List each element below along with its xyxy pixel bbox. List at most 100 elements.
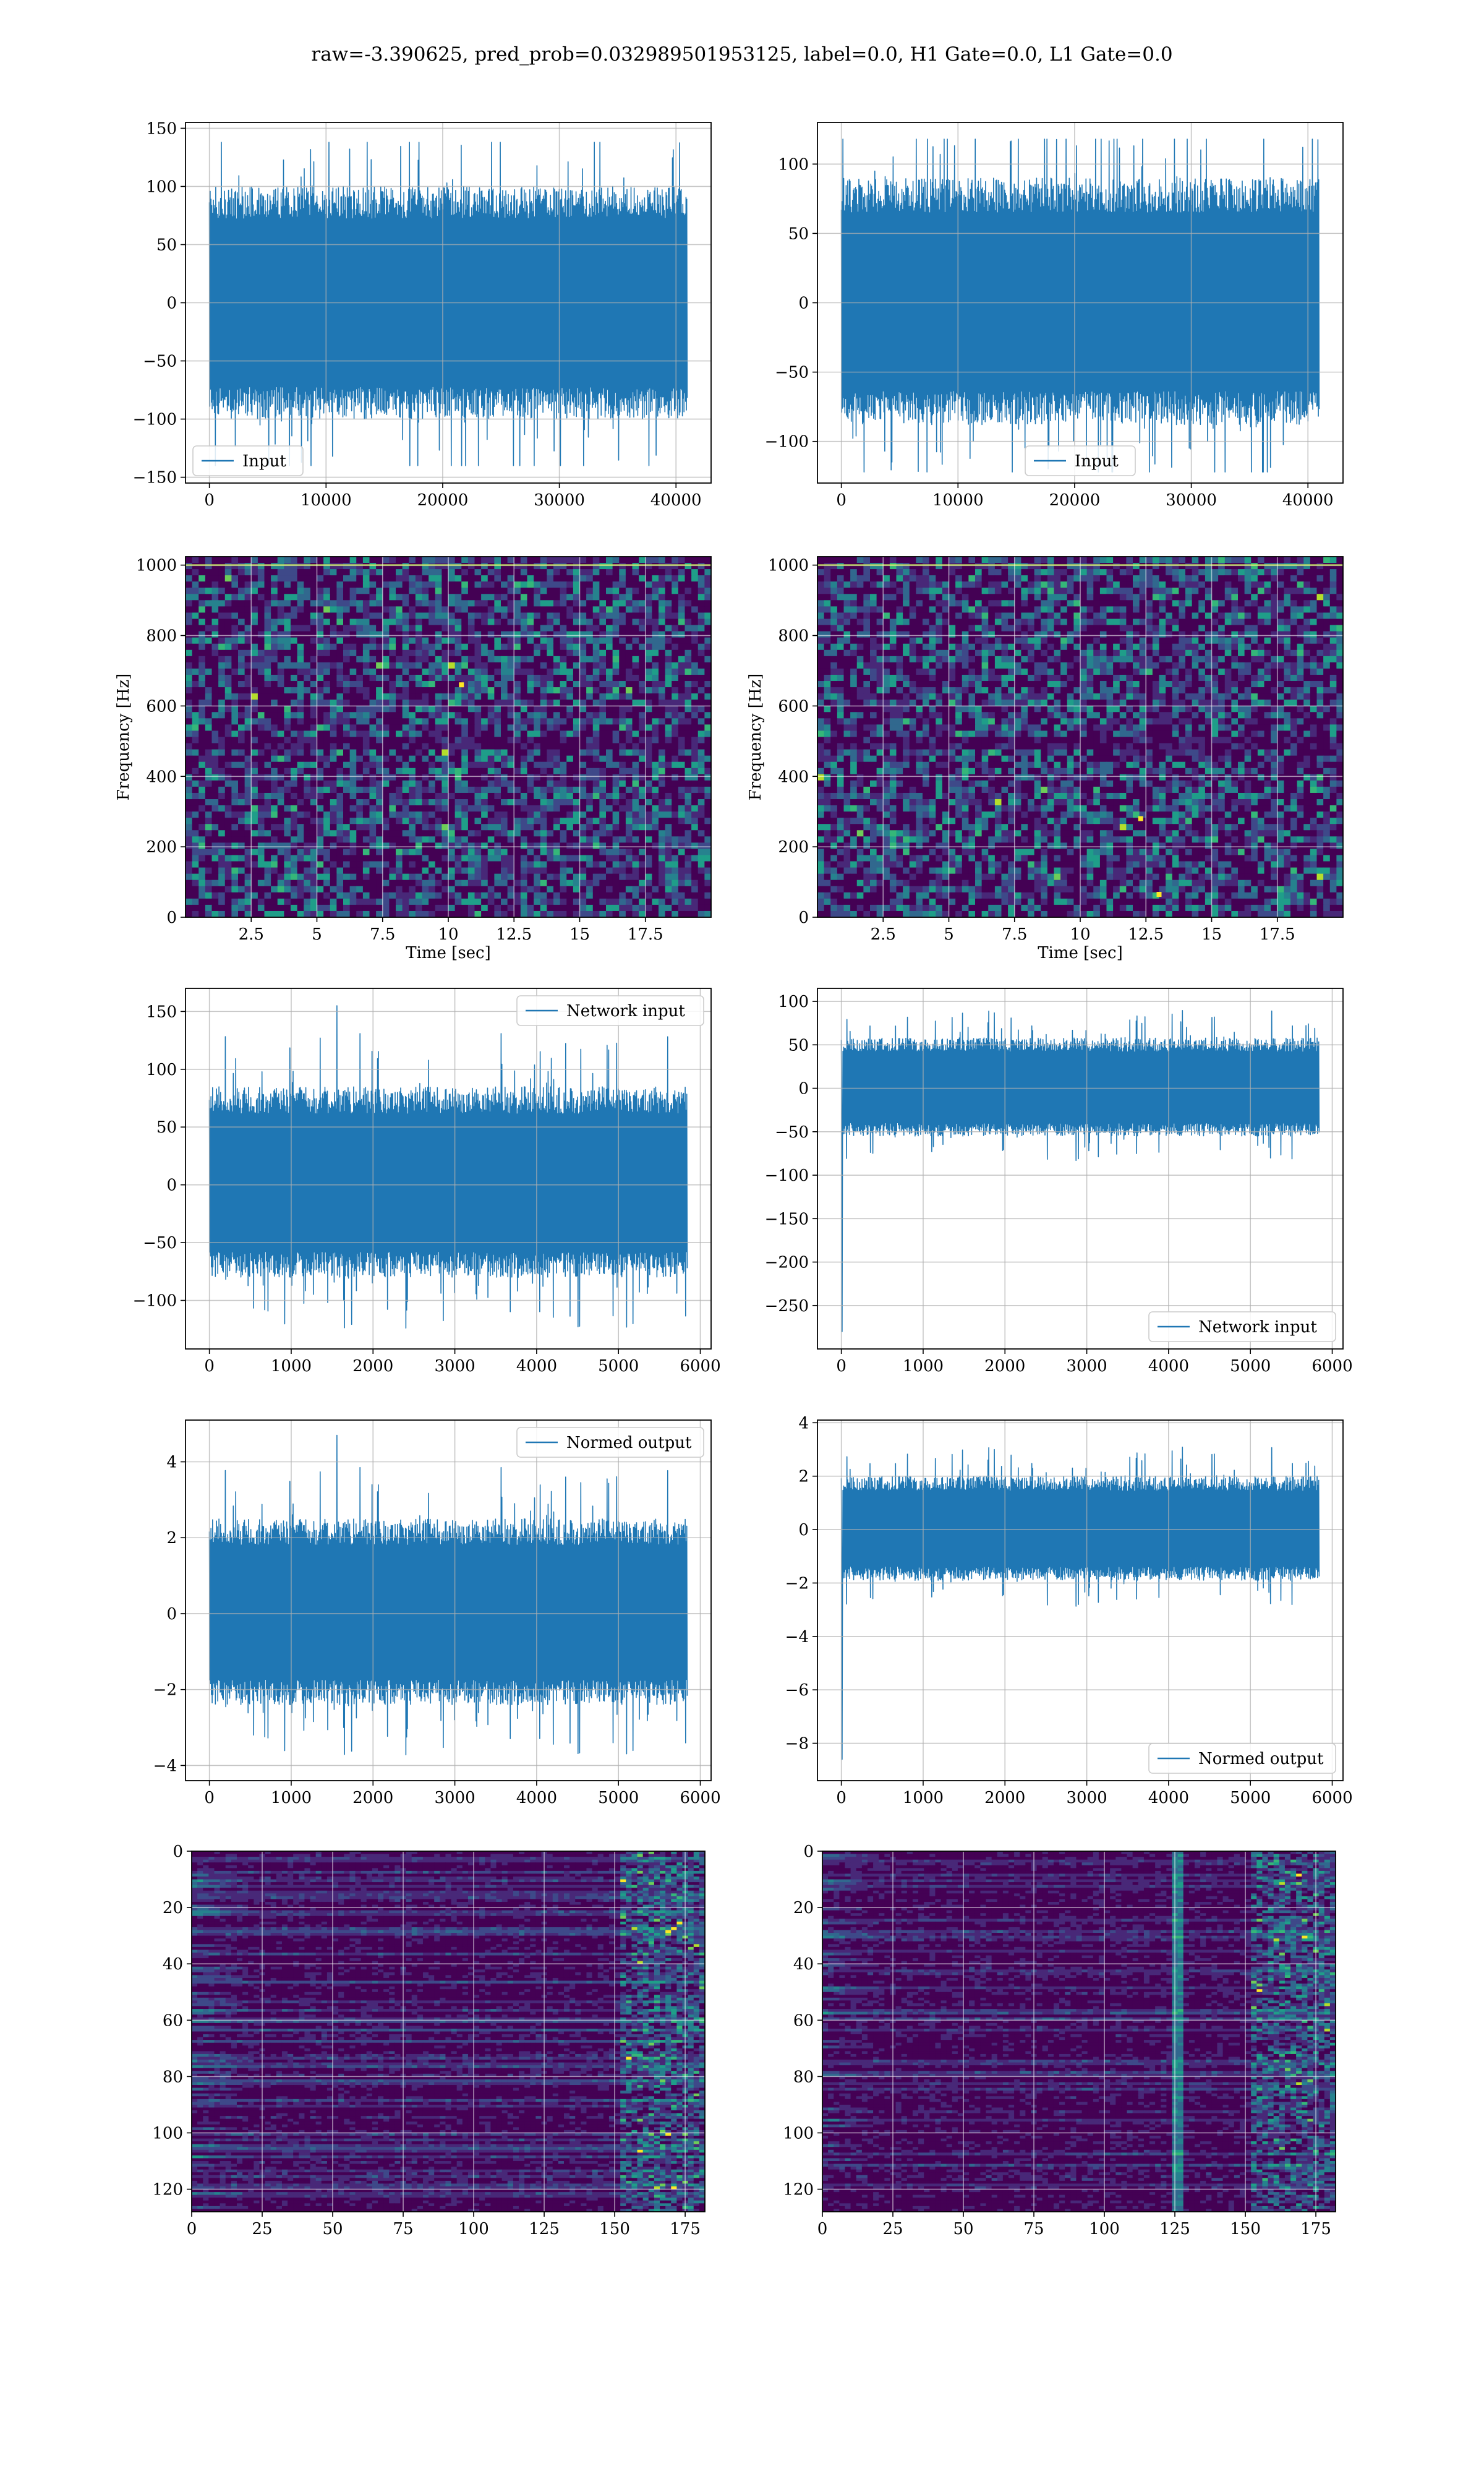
legend: Network input (1148, 1311, 1336, 1342)
x-tick-label: 125 (1159, 2220, 1190, 2238)
x-tick-label: 6000 (680, 1357, 720, 1376)
x-tick-label: 1000 (903, 1357, 944, 1376)
y-tick-label: −250 (765, 1297, 809, 1316)
axes-frame (185, 988, 712, 1350)
x-tick-label: 6000 (1311, 1789, 1352, 1807)
x-tick-label: 15 (1201, 925, 1222, 944)
y-tick-label: −50 (143, 353, 177, 371)
y-tick-label: 2 (166, 1529, 177, 1547)
y-tick-label: 200 (778, 838, 809, 857)
x-tick-label: 5000 (1230, 1357, 1271, 1376)
y-tick-label: 120 (783, 2181, 814, 2199)
x-tick-label: 0 (817, 2220, 828, 2238)
x-tick-label: 175 (1300, 2220, 1331, 2238)
y-tick-label: 0 (166, 1176, 177, 1195)
x-tick-label: 125 (529, 2220, 560, 2238)
y-tick-label: −50 (143, 1234, 177, 1252)
x-axis-label: Time [sec] (1038, 944, 1123, 962)
x-tick-label: 100 (1089, 2220, 1120, 2238)
x-tick-label: 150 (1230, 2220, 1261, 2238)
x-tick-label: 7.5 (1002, 925, 1027, 944)
legend: Input (192, 445, 304, 476)
y-tick-label: 50 (788, 1036, 809, 1055)
y-tick-label: −100 (765, 1166, 809, 1185)
y-tick-label: −150 (133, 469, 177, 487)
y-tick-label: −200 (765, 1254, 809, 1272)
grid-lines (186, 1420, 711, 1781)
x-tick-label: 20000 (1049, 491, 1101, 510)
grid-lines (186, 557, 711, 918)
x-tick-label: 40000 (1282, 491, 1334, 510)
y-tick-label: 400 (778, 768, 809, 786)
x-tick-label: 5000 (598, 1789, 639, 1807)
x-tick-label: 20000 (417, 491, 469, 510)
y-tick-label: 4 (798, 1414, 809, 1432)
y-tick-label: −100 (765, 433, 809, 452)
x-tick-label: 6000 (680, 1789, 720, 1807)
y-tick-label: 80 (793, 2068, 814, 2086)
grid-lines (817, 122, 1343, 483)
legend: Normed output (516, 1427, 704, 1458)
y-tick-label: 40 (163, 1955, 183, 1974)
series-line (208, 142, 688, 466)
subplot-grid: 0 10000 20000 30000 40000−150−100−5005010015… (114, 119, 1353, 2238)
y-tick-label: 0 (798, 1080, 809, 1098)
x-tick-label: 10000 (301, 491, 352, 510)
heatmap-image (192, 1851, 705, 2212)
y-tick-label: 120 (152, 2181, 183, 2199)
x-tick-label: 5000 (598, 1357, 639, 1376)
x-tick-label: 0 (204, 491, 215, 510)
y-tick-label: 20 (793, 1899, 814, 1917)
x-tick-label: 10000 (932, 491, 984, 510)
subplot-h1-feature-map: 0 25 50 75 100 125 150 175 0 20 40 60 80 100 120 (152, 1843, 706, 2238)
x-tick-label: 12.5 (1128, 925, 1164, 944)
legend-label: Network input (1198, 1318, 1317, 1337)
y-tick-label: 4 (166, 1453, 177, 1472)
x-tick-label: 7.5 (370, 925, 395, 944)
legend-label: Normed output (566, 1434, 692, 1452)
subplot-l1-input: 0 10000 20000 30000 40000 −100 −50 0 50 100 Input (765, 122, 1344, 510)
legend: Normed output (1148, 1743, 1336, 1774)
y-tick-label: 40 (793, 1955, 814, 1974)
x-tick-label: 2000 (984, 1357, 1025, 1376)
y-tick-label: −50 (775, 1123, 809, 1142)
legend-label: Input (1075, 452, 1119, 471)
y-tick-label: −4 (153, 1757, 177, 1775)
grid-lines (186, 988, 711, 1349)
y-tick-label: 20 (163, 1899, 183, 1917)
x-tick-label: 0 (204, 1789, 215, 1807)
x-axis-label: Time [sec] (406, 944, 491, 962)
x-tick-label: 40000 (650, 491, 702, 510)
y-axis-label: Frequency [Hz] (114, 674, 133, 801)
y-axis-label: Frequency [Hz] (746, 674, 765, 801)
x-tick-label: 0 (187, 2220, 197, 2238)
y-tick-label: 0 (798, 1521, 809, 1539)
series-line (208, 1434, 688, 1755)
y-tick-label: 50 (156, 1118, 177, 1137)
subplot-l1-feature-map: 0 25 50 75 100 125 150 175 0 20 40 60 80 100 120 (783, 1843, 1336, 2238)
legend-box (1148, 1743, 1336, 1774)
x-tick-label: 5 (312, 925, 322, 944)
y-tick-label: 100 (152, 2124, 183, 2142)
y-tick-label: 80 (163, 2068, 183, 2086)
y-tick-label: 100 (783, 2124, 814, 2142)
legend-box (1148, 1311, 1336, 1342)
y-tick-label: 1000 (136, 557, 177, 575)
y-tick-label: 2 (798, 1468, 809, 1486)
legend: Input (1025, 445, 1136, 476)
y-tick-label: 800 (146, 627, 177, 646)
y-tick-label: 1000 (768, 557, 809, 575)
x-tick-label: 1000 (271, 1789, 312, 1807)
figure-suptitle: raw=-3.390625, pred_prob=0.0329895019531… (311, 43, 1172, 66)
subplot-l1-network-input: 0 1000 2000 3000 4000 5000 6000−250−200−150−10… (765, 988, 1353, 1376)
y-tick-label: 0 (173, 1843, 183, 1861)
x-tick-label: 3000 (1066, 1357, 1107, 1376)
y-tick-label: −150 (765, 1210, 809, 1228)
x-tick-label: 1000 (903, 1789, 944, 1807)
subplot-h1-normed-output: 0 1000 2000 3000 4000 5000 6000 −4 −2 0 2 4 Normed o… (153, 1419, 721, 1807)
x-tick-label: 2000 (352, 1789, 393, 1807)
x-tick-label: 4000 (1148, 1789, 1189, 1807)
x-tick-label: 2000 (984, 1789, 1025, 1807)
legend: Network input (516, 995, 704, 1026)
y-tick-label: 150 (146, 1003, 177, 1021)
